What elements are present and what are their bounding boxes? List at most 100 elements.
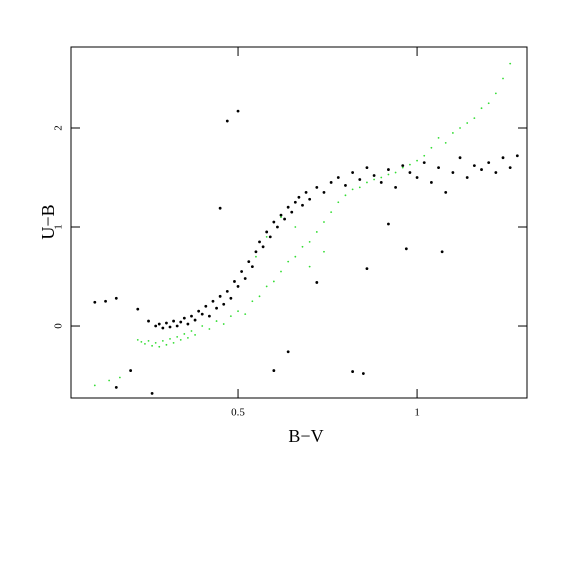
point	[372, 174, 376, 177]
point	[480, 168, 483, 171]
point	[157, 322, 161, 326]
point	[501, 156, 505, 160]
point	[225, 289, 229, 293]
point	[304, 190, 308, 194]
point	[294, 226, 297, 228]
point	[422, 161, 426, 165]
point	[222, 302, 226, 306]
point	[229, 296, 233, 300]
point	[136, 338, 139, 341]
point	[290, 210, 294, 214]
point	[437, 166, 440, 169]
point	[165, 343, 168, 346]
point	[344, 184, 347, 187]
point	[330, 211, 333, 214]
point	[280, 216, 282, 219]
point	[415, 176, 419, 179]
point	[211, 299, 215, 303]
point	[401, 164, 405, 168]
point	[404, 247, 408, 251]
point	[154, 324, 158, 328]
point	[182, 316, 186, 320]
point	[261, 245, 265, 249]
point	[416, 159, 418, 162]
point	[472, 164, 476, 168]
point	[190, 314, 193, 318]
point	[179, 338, 182, 341]
point	[265, 230, 269, 234]
point	[508, 166, 512, 169]
point	[315, 231, 318, 233]
point	[272, 369, 276, 372]
point	[247, 260, 251, 264]
point	[308, 240, 311, 243]
point	[315, 281, 319, 284]
point	[114, 296, 118, 300]
point	[129, 369, 133, 372]
point	[358, 178, 362, 181]
point	[118, 376, 121, 379]
point	[515, 154, 519, 158]
point	[251, 300, 254, 303]
point	[308, 197, 312, 201]
point	[297, 195, 301, 199]
point	[197, 309, 201, 313]
point	[140, 340, 143, 343]
point	[147, 319, 150, 323]
point	[175, 324, 179, 328]
point	[237, 310, 239, 313]
point	[154, 341, 157, 344]
point	[229, 315, 232, 318]
point	[147, 339, 150, 342]
point	[323, 250, 325, 253]
point	[93, 384, 96, 387]
point	[244, 313, 247, 316]
point	[187, 336, 189, 339]
point	[150, 391, 154, 395]
point	[255, 255, 257, 258]
point	[222, 323, 225, 325]
point	[165, 321, 168, 325]
point	[351, 171, 355, 174]
point	[329, 181, 333, 184]
point	[236, 285, 240, 288]
point	[144, 342, 146, 345]
point	[358, 186, 361, 189]
point	[487, 102, 490, 105]
point	[243, 277, 247, 280]
point	[509, 62, 512, 65]
point	[183, 333, 186, 335]
point	[322, 190, 326, 194]
point	[161, 339, 164, 342]
point	[194, 334, 196, 336]
point	[466, 122, 469, 124]
point	[225, 119, 229, 123]
y-axis-label: U−B	[38, 204, 58, 239]
x-tick-label: 0.5	[231, 407, 245, 419]
point	[361, 372, 365, 375]
point	[204, 304, 208, 308]
point	[286, 205, 290, 209]
y-tick-label: 0	[53, 323, 65, 329]
point	[380, 176, 383, 179]
point	[193, 318, 197, 322]
point	[215, 320, 218, 322]
point	[440, 250, 444, 254]
point	[344, 194, 347, 197]
point	[336, 176, 340, 179]
point	[308, 265, 311, 268]
point	[172, 341, 175, 344]
point	[401, 166, 404, 169]
point	[351, 188, 354, 191]
point	[365, 267, 369, 270]
point	[301, 203, 304, 207]
point	[104, 299, 107, 303]
point	[179, 320, 183, 324]
point	[254, 250, 258, 254]
point	[279, 213, 283, 217]
point	[365, 166, 369, 169]
point	[287, 260, 290, 263]
point	[387, 168, 390, 171]
point	[250, 265, 254, 269]
